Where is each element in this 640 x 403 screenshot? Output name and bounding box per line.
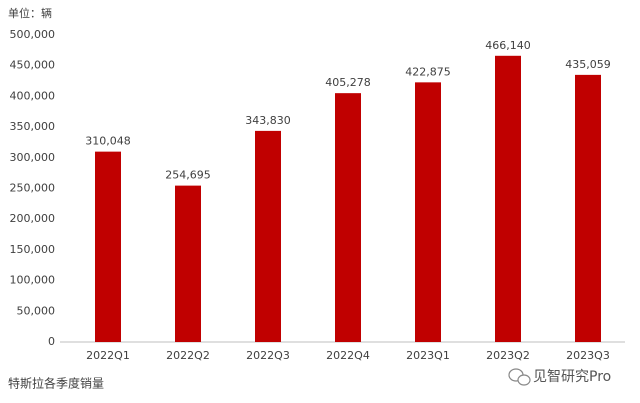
bar bbox=[175, 185, 201, 342]
bar bbox=[495, 55, 521, 342]
y-tick-label: 400,000 bbox=[10, 89, 56, 102]
value-label: 310,048 bbox=[85, 135, 131, 148]
value-label: 422,875 bbox=[405, 65, 451, 78]
value-label: 343,830 bbox=[245, 114, 291, 127]
x-tick-label: 2023Q3 bbox=[566, 349, 610, 362]
value-label: 435,059 bbox=[565, 58, 611, 71]
bar bbox=[95, 151, 121, 342]
y-tick-label: 250,000 bbox=[10, 182, 56, 195]
value-label: 466,140 bbox=[485, 39, 531, 52]
y-tick-label: 350,000 bbox=[10, 120, 56, 133]
value-label: 405,278 bbox=[325, 76, 371, 89]
watermark-icon bbox=[508, 368, 531, 386]
bar bbox=[335, 93, 361, 343]
x-tick-label: 2022Q3 bbox=[246, 349, 290, 362]
x-tick-label: 2022Q4 bbox=[326, 349, 370, 362]
y-tick-label: 0 bbox=[48, 335, 55, 348]
bar bbox=[415, 82, 441, 343]
y-tick-label: 50,000 bbox=[17, 304, 56, 317]
bar bbox=[255, 130, 281, 342]
y-tick-label: 300,000 bbox=[10, 151, 56, 164]
watermark: 见智研究Pro bbox=[533, 369, 611, 385]
x-tick-label: 2023Q2 bbox=[486, 349, 530, 362]
y-tick-label: 200,000 bbox=[10, 212, 56, 225]
value-label: 254,695 bbox=[165, 169, 211, 182]
unit-label: 单位：辆 bbox=[8, 6, 52, 20]
x-tick-label: 2022Q2 bbox=[166, 349, 210, 362]
y-tick-label: 100,000 bbox=[10, 274, 56, 287]
bar bbox=[575, 74, 601, 342]
y-tick-label: 500,000 bbox=[10, 28, 56, 41]
x-tick-label: 2022Q1 bbox=[86, 349, 130, 362]
y-tick-label: 150,000 bbox=[10, 243, 56, 256]
x-tick-label: 2023Q1 bbox=[406, 349, 450, 362]
y-tick-label: 450,000 bbox=[10, 59, 56, 72]
caption: 特斯拉各季度销量 bbox=[8, 376, 104, 391]
